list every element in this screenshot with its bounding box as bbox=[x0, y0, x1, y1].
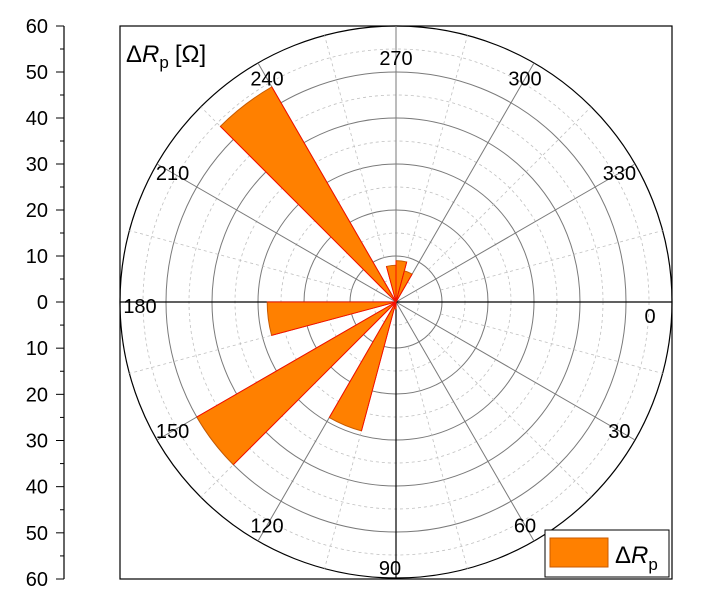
polar-bar-edge bbox=[395, 273, 413, 303]
angle-tick-labels: 0 30 60 90 120 150 180 210 240 270 300 330 bbox=[123, 48, 655, 580]
r-axis-tick-label: 20 bbox=[26, 384, 48, 406]
angle-tick-label: 180 bbox=[123, 296, 156, 318]
angle-tick-label: 90 bbox=[379, 558, 401, 580]
polar-bars bbox=[196, 86, 413, 466]
grid-spoke-major bbox=[395, 301, 535, 542]
legend-delta: Δ bbox=[615, 542, 631, 569]
angle-tick-label: 0 bbox=[644, 306, 655, 328]
legend-symbol: R bbox=[631, 542, 648, 569]
angle-tick-label: 210 bbox=[156, 163, 189, 185]
angle-tick-label: 330 bbox=[603, 163, 636, 185]
title-delta: Δ bbox=[126, 41, 142, 68]
angle-tick-label: 120 bbox=[250, 515, 283, 537]
polar-bar-edge bbox=[220, 126, 397, 303]
grid-spoke-major bbox=[156, 163, 397, 303]
polar-bar-edge bbox=[196, 301, 397, 418]
r-axis-tick-label: 0 bbox=[37, 292, 48, 314]
legend: ΔRp bbox=[544, 529, 670, 578]
r-axis-tick-label: 30 bbox=[26, 154, 48, 176]
r-axis: 60 50 40 30 20 10 0 10 20 30 40 50 60 bbox=[26, 16, 65, 591]
r-axis-tick-label: 30 bbox=[26, 431, 48, 453]
title-subscript: p bbox=[159, 53, 168, 72]
polar-bar-edge bbox=[233, 301, 397, 465]
angle-tick-label: 300 bbox=[508, 69, 541, 91]
grid-spoke-minor bbox=[407, 35, 468, 258]
r-axis-tick-label: 40 bbox=[26, 108, 48, 130]
legend-label: ΔRp bbox=[615, 542, 658, 574]
polar-grid bbox=[119, 25, 673, 579]
grid-spoke-major bbox=[395, 62, 535, 303]
polar-bar-edge bbox=[386, 266, 397, 303]
angle-tick-label: 30 bbox=[608, 421, 630, 443]
polar-bar-wedge bbox=[196, 301, 397, 466]
legend-subscript: p bbox=[648, 555, 657, 574]
polar-bar-edge bbox=[328, 301, 397, 418]
angle-tick-label: 240 bbox=[250, 69, 283, 91]
grid-spoke-minor bbox=[440, 313, 663, 374]
title-symbol: R bbox=[142, 41, 159, 68]
grid-spoke-minor bbox=[428, 106, 592, 270]
r-axis-tick-label: 10 bbox=[26, 338, 48, 360]
legend-swatch bbox=[549, 537, 609, 568]
angle-tick-label: 270 bbox=[379, 48, 412, 70]
r-axis-tick-label: 40 bbox=[26, 477, 48, 499]
angle-tick-label: 150 bbox=[156, 421, 189, 443]
r-axis-tick-label: 60 bbox=[26, 569, 48, 591]
polar-bar-edge bbox=[395, 270, 405, 303]
polar-bar-edge bbox=[271, 301, 397, 336]
r-axis-tick-label: 50 bbox=[26, 523, 48, 545]
grid-spoke-major bbox=[395, 301, 636, 441]
angle-tick-label: 60 bbox=[514, 515, 536, 537]
r-axis-tick-label: 50 bbox=[26, 62, 48, 84]
polar-bar-edge bbox=[271, 86, 397, 303]
grid-spoke-major bbox=[395, 163, 636, 303]
grid-spoke-minor bbox=[324, 35, 385, 258]
r-axis-tick-label: 20 bbox=[26, 200, 48, 222]
grid-spoke-minor bbox=[407, 346, 468, 569]
polar-bar-edge bbox=[361, 301, 397, 431]
grid-spoke-minor bbox=[129, 230, 352, 291]
grid-spoke-minor bbox=[440, 230, 663, 291]
grid-spoke-minor bbox=[428, 334, 592, 498]
chart-title: ΔRp [Ω] bbox=[126, 41, 206, 72]
r-axis-tick-label: 60 bbox=[26, 16, 48, 38]
title-unit: [Ω] bbox=[175, 41, 206, 68]
r-axis-tick-label: 10 bbox=[26, 246, 48, 268]
